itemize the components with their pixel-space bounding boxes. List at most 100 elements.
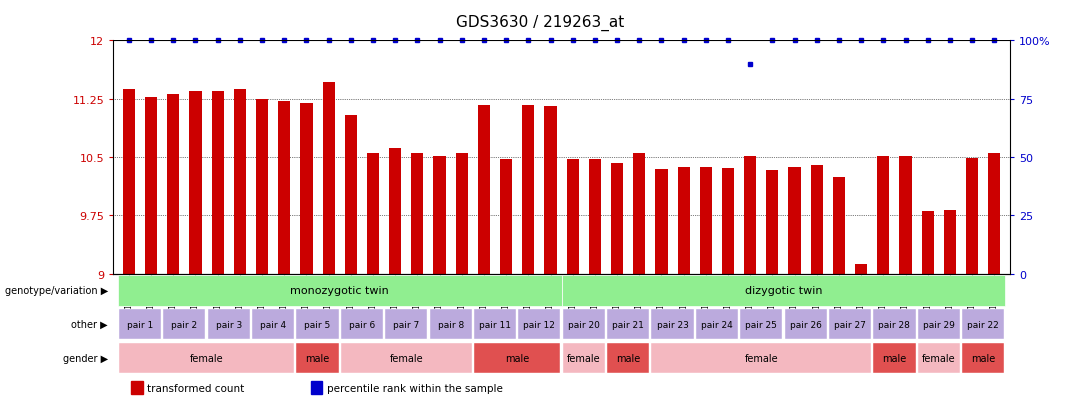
Bar: [562, 275, 1005, 306]
Bar: [430, 309, 472, 339]
Text: monozygotic twin: monozygotic twin: [291, 286, 389, 296]
Bar: [256, 100, 268, 274]
Bar: [296, 343, 339, 373]
Text: other ▶: other ▶: [71, 319, 108, 329]
Bar: [962, 343, 1004, 373]
Bar: [829, 309, 872, 339]
Bar: [900, 157, 912, 274]
Text: pair 4: pair 4: [260, 320, 286, 329]
Bar: [721, 169, 734, 274]
Text: male: male: [616, 353, 640, 363]
Text: pair 5: pair 5: [305, 320, 330, 329]
Bar: [700, 168, 712, 274]
Bar: [918, 343, 960, 373]
Bar: [811, 165, 823, 274]
Text: pair 24: pair 24: [701, 320, 733, 329]
Text: transformed count: transformed count: [148, 383, 245, 393]
Text: pair 1: pair 1: [127, 320, 153, 329]
Text: pair 11: pair 11: [480, 320, 511, 329]
Bar: [119, 343, 294, 373]
Text: gender ▶: gender ▶: [63, 353, 108, 363]
Text: pair 22: pair 22: [968, 320, 999, 329]
Bar: [433, 157, 446, 274]
Bar: [456, 154, 468, 274]
Text: pair 8: pair 8: [437, 320, 463, 329]
Bar: [656, 169, 667, 274]
Bar: [118, 275, 562, 306]
Bar: [855, 265, 867, 274]
Text: dizygotic twin: dizygotic twin: [745, 286, 822, 296]
Text: pair 23: pair 23: [657, 320, 688, 329]
Text: percentile rank within the sample: percentile rank within the sample: [327, 383, 502, 393]
Bar: [300, 104, 312, 274]
Bar: [918, 309, 960, 339]
Bar: [784, 309, 827, 339]
Text: GDS3630 / 219263_at: GDS3630 / 219263_at: [456, 14, 624, 31]
Bar: [323, 83, 335, 274]
Bar: [252, 309, 294, 339]
Bar: [518, 309, 561, 339]
Text: genotype/variation ▶: genotype/variation ▶: [4, 286, 108, 296]
Bar: [345, 116, 356, 274]
Text: female: female: [744, 353, 778, 363]
Bar: [233, 89, 246, 274]
Bar: [523, 106, 535, 274]
Bar: [874, 309, 916, 339]
Bar: [877, 157, 890, 274]
Bar: [311, 381, 322, 394]
Bar: [389, 148, 402, 274]
Text: pair 27: pair 27: [834, 320, 866, 329]
Bar: [279, 102, 291, 274]
Bar: [563, 343, 605, 373]
Text: pair 25: pair 25: [745, 320, 778, 329]
Text: female: female: [922, 353, 956, 363]
Bar: [677, 168, 690, 274]
Bar: [944, 210, 956, 274]
Text: pair 21: pair 21: [612, 320, 644, 329]
Bar: [607, 309, 649, 339]
Bar: [474, 343, 561, 373]
Bar: [145, 98, 158, 274]
Text: male: male: [971, 353, 996, 363]
Bar: [962, 309, 1004, 339]
Bar: [296, 309, 339, 339]
Bar: [474, 309, 516, 339]
Bar: [212, 92, 224, 274]
Text: pair 12: pair 12: [524, 320, 555, 329]
Text: male: male: [882, 353, 906, 363]
Bar: [966, 159, 978, 274]
Text: pair 28: pair 28: [878, 320, 910, 329]
Bar: [921, 211, 934, 274]
Text: male: male: [306, 353, 329, 363]
Bar: [611, 164, 623, 274]
Text: pair 26: pair 26: [789, 320, 822, 329]
Text: female: female: [567, 353, 600, 363]
Bar: [341, 309, 383, 339]
Bar: [367, 154, 379, 274]
Bar: [744, 157, 756, 274]
Bar: [589, 160, 600, 274]
Text: pair 7: pair 7: [393, 320, 419, 329]
Bar: [163, 309, 205, 339]
Bar: [988, 154, 1000, 274]
Bar: [500, 160, 512, 274]
Text: female: female: [190, 353, 224, 363]
Bar: [607, 343, 649, 373]
Text: male: male: [505, 353, 529, 363]
Text: pair 6: pair 6: [349, 320, 375, 329]
Bar: [189, 92, 202, 274]
Bar: [563, 309, 605, 339]
Bar: [544, 107, 556, 274]
Bar: [123, 89, 135, 274]
Bar: [788, 168, 800, 274]
Bar: [767, 171, 779, 274]
Bar: [833, 178, 845, 274]
Bar: [132, 381, 143, 394]
Bar: [119, 309, 161, 339]
Bar: [651, 309, 693, 339]
Bar: [207, 309, 249, 339]
Text: female: female: [390, 353, 423, 363]
Text: pair 3: pair 3: [216, 320, 242, 329]
Bar: [341, 343, 472, 373]
Bar: [740, 309, 782, 339]
